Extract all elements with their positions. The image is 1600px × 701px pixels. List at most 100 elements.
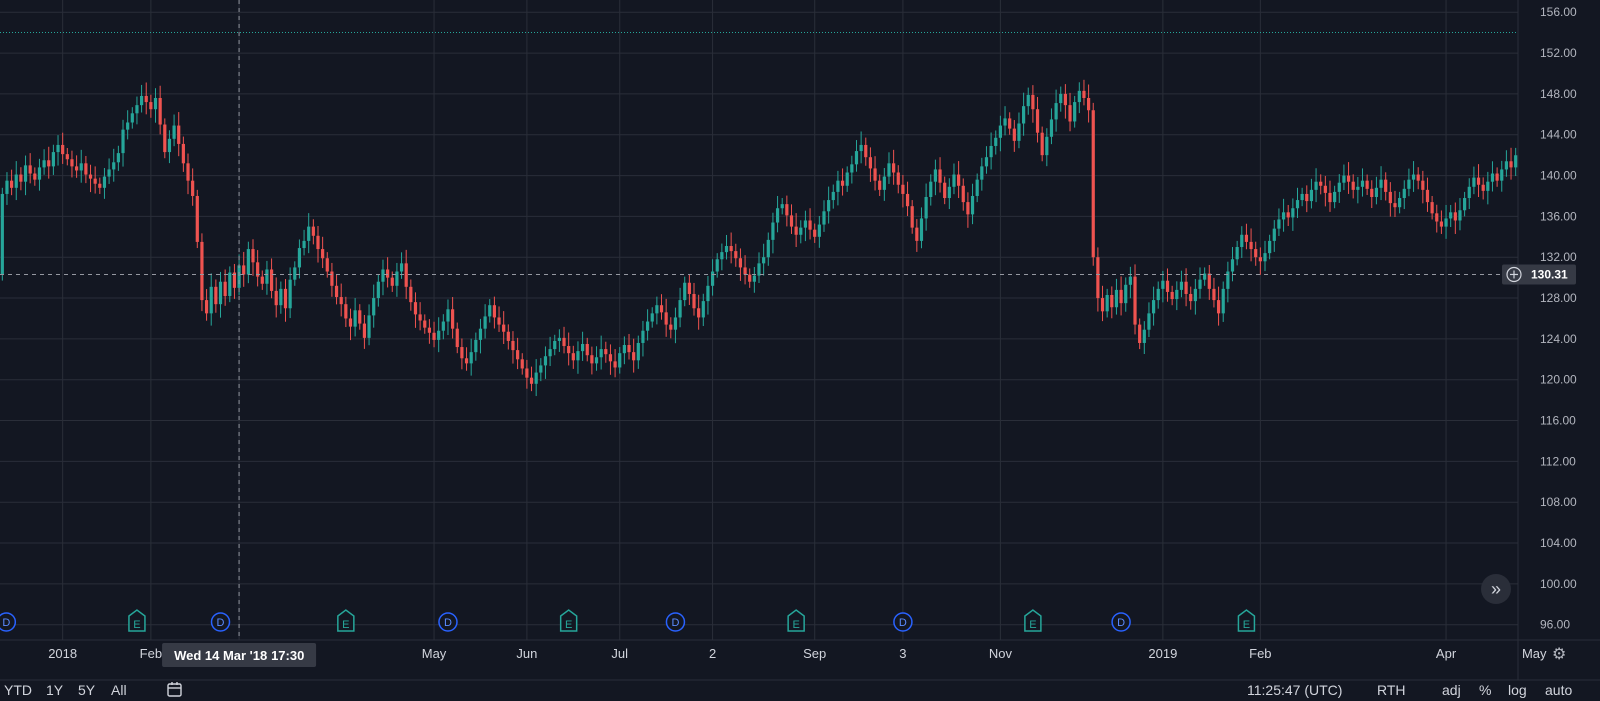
dividend-marker[interactable]: D — [1111, 612, 1131, 632]
price-tick-label: 148.00 — [1540, 87, 1577, 101]
candle-body — [738, 258, 743, 268]
candle-body — [1156, 288, 1160, 301]
candle-body — [1170, 291, 1174, 300]
candle-body — [859, 144, 863, 152]
candle — [404, 249, 408, 300]
candle-body — [23, 165, 28, 182]
candle — [571, 345, 575, 369]
candle-body — [915, 227, 919, 241]
candle-body — [242, 265, 246, 275]
price-tick-label: 112.00 — [1540, 454, 1576, 468]
candle — [1100, 285, 1105, 322]
candle — [910, 200, 914, 234]
candle-body — [576, 351, 580, 361]
candle-body — [372, 298, 376, 316]
candle — [316, 225, 320, 263]
candle-body — [896, 172, 900, 185]
price-tick-label: 104.00 — [1540, 536, 1577, 550]
session-button[interactable]: RTH — [1377, 682, 1406, 698]
candle — [636, 335, 640, 369]
range-ytd-button[interactable]: YTD — [4, 682, 32, 698]
calendar-icon[interactable] — [166, 680, 184, 701]
price-tick-label: 124.00 — [1540, 332, 1577, 346]
candle — [715, 253, 719, 278]
candle-body — [302, 240, 306, 249]
bottom-toolbar: YTD 1Y 5Y All 11:25:47 (UTC) RTH adj % l… — [0, 680, 1600, 699]
time-tick-label: 2019 — [1148, 646, 1177, 661]
candle-body — [88, 174, 93, 179]
range-all-button[interactable]: All — [111, 682, 127, 698]
dividend-marker[interactable]: D — [0, 612, 17, 632]
candle-body — [126, 122, 130, 130]
adj-button[interactable]: adj — [1442, 682, 1461, 698]
candle-body — [864, 144, 868, 158]
candle-body — [627, 345, 631, 353]
earnings-marker[interactable]: E — [337, 609, 355, 632]
candle-body — [1430, 202, 1434, 214]
candle-body — [61, 144, 65, 155]
candle-body — [423, 320, 427, 328]
candle — [413, 292, 418, 328]
dividend-marker[interactable]: D — [665, 612, 686, 632]
dividend-marker[interactable]: D — [893, 612, 913, 632]
candle-body — [599, 349, 603, 358]
candle-body — [1393, 203, 1397, 208]
earnings-marker[interactable]: E — [1024, 609, 1042, 632]
candle-body — [970, 195, 975, 215]
candle-body — [1091, 110, 1095, 258]
candle-body — [1212, 288, 1216, 301]
candle — [1444, 204, 1448, 239]
time-axis[interactable]: 2018 Feb May Jun Jul 2 Sep 3 Nov 2019 Feb Apr May — [0, 639, 1600, 681]
candle — [905, 181, 910, 216]
range-1y-button[interactable]: 1Y — [46, 682, 64, 698]
candle — [957, 161, 961, 199]
candle — [892, 149, 896, 185]
candle — [1105, 288, 1109, 318]
candle-body — [135, 105, 139, 114]
candle — [28, 153, 32, 184]
candle-body — [1370, 188, 1374, 198]
earnings-marker[interactable]: E — [1237, 609, 1256, 632]
earnings-marker[interactable]: E — [787, 609, 805, 632]
earnings-icon — [1237, 609, 1256, 632]
candle-body — [19, 174, 23, 182]
candle — [102, 168, 107, 199]
candle-body — [455, 328, 459, 348]
clock-time[interactable]: 11:25:47 (UTC) — [1247, 682, 1343, 698]
percent-button[interactable]: % — [1479, 682, 1492, 698]
candle-body — [808, 220, 812, 230]
earnings-marker[interactable]: E — [128, 609, 146, 632]
dividend-letter: D — [217, 617, 225, 629]
candle — [998, 115, 1002, 152]
candle-body — [752, 275, 756, 282]
candle — [74, 155, 79, 178]
crosshair-time-value: 17:30 — [271, 648, 304, 663]
candle-body — [274, 290, 278, 306]
gear-icon[interactable]: ⚙ — [1552, 646, 1567, 663]
candle — [836, 170, 840, 206]
candle-body — [1203, 273, 1207, 280]
range-5y-button[interactable]: 5Y — [78, 682, 96, 698]
dividend-marker[interactable]: D — [438, 612, 458, 632]
candle — [441, 314, 445, 340]
scroll-to-realtime-button[interactable]: » — [1481, 574, 1511, 604]
earnings-marker[interactable]: E — [559, 609, 578, 632]
candle-body — [228, 272, 232, 297]
candle — [1077, 82, 1081, 114]
candle — [1184, 268, 1188, 307]
candle-body — [195, 195, 199, 242]
time-tick-label: May — [422, 646, 447, 661]
candle — [214, 279, 218, 313]
candle — [1012, 120, 1016, 152]
price-axis[interactable]: 156.00 152.00 148.00 144.00 140.00 136.00 132.… — [1517, 0, 1600, 680]
dividend-marker[interactable]: D — [210, 612, 231, 632]
candle-body — [994, 137, 998, 146]
candle-body — [1063, 93, 1067, 106]
auto-button[interactable]: auto — [1545, 682, 1573, 698]
log-button[interactable]: log — [1508, 682, 1527, 698]
candle-body — [571, 353, 575, 361]
candle-body — [0, 193, 4, 275]
candle-body — [562, 337, 566, 347]
